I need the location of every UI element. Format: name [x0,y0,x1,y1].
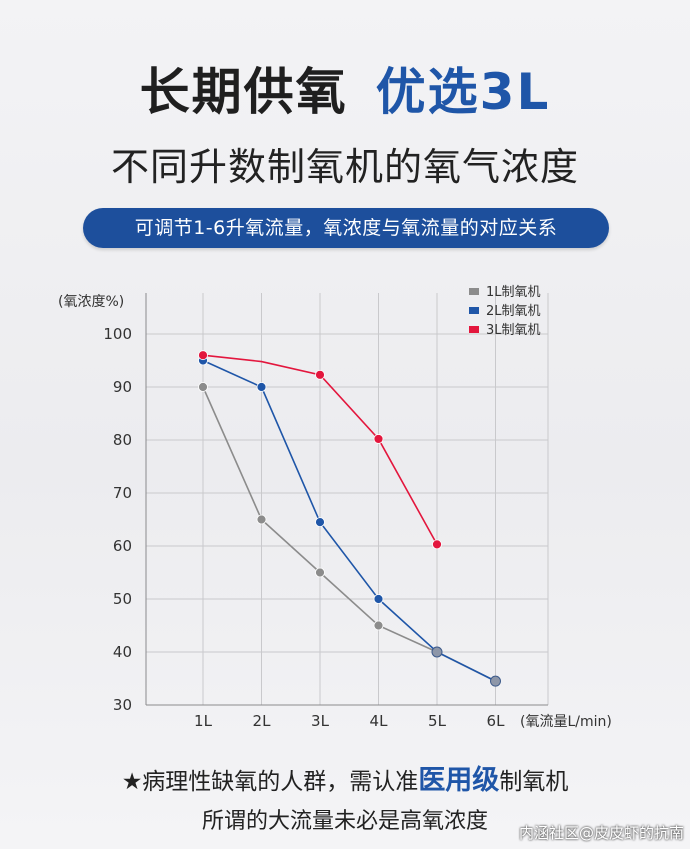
y-tick-label: 70 [113,484,132,502]
legend-label: 2L制氧机 [486,304,541,319]
x-axis-label: (氧流量L/min) [520,714,612,730]
y-tick-label: 40 [113,643,132,661]
chart-legend: 1L制氧机 2L制氧机 3L制氧机 [469,285,541,338]
chart-axes: 30 40 50 60 70 80 90 100 1L 2L 3L 4L 5L 6L [103,293,505,730]
series-line [202,386,496,682]
data-point [256,382,267,392]
note-line-2: 所谓的大流量未必是高氧浓度 [201,809,488,834]
subtitle: 不同升数制氧机的氧气浓度 [110,145,579,189]
data-point [198,350,208,361]
legend-swatch [469,326,479,333]
y-tick-label: 90 [113,378,132,396]
legend-swatch [469,307,479,314]
x-tick-label: 4L [370,712,389,730]
headline-main: 长期供氧 [139,63,348,121]
note-line-1: ★病理性缺氧的人群，需认准医用级制氧机 [0,758,690,797]
data-point [315,369,325,380]
data-point [256,514,267,525]
data-point [431,646,443,658]
data-point [315,517,325,528]
y-tick-label: 100 [103,325,132,343]
note-emphasis: 医用级 [418,765,500,796]
data-point [315,567,325,578]
headline: 长期供氧 优选3L [0,52,690,124]
y-tick-label: 30 [113,696,132,714]
legend-swatch [469,288,479,295]
data-point [373,620,384,631]
note-suffix: 制氧机 [499,769,569,795]
y-axis-label: (氧浓度%) [58,294,124,310]
x-tick-label: 3L [311,712,330,730]
legend-label: 1L制氧机 [486,285,541,300]
data-point [432,539,442,550]
legend-label: 3L制氧机 [486,323,541,338]
y-tick-label: 80 [113,431,132,449]
data-point [198,382,208,392]
data-point [373,594,384,604]
x-tick-label: 6L [487,712,506,730]
data-point [373,434,384,444]
watermark: 内涵社区@皮皮虾的抗南 [518,824,684,842]
x-tick-label: 1L [194,712,213,730]
y-tick-label: 50 [113,590,132,608]
series-line [202,359,496,682]
banner-pill: 可调节1-6升氧流量，氧浓度与氧流量的对应关系 [83,208,609,248]
y-tick-label: 60 [113,537,132,555]
x-tick-label: 2L [253,712,272,730]
note-prefix: ★病理性缺氧的人群，需认准 [121,769,419,795]
chart-series [198,350,501,687]
data-point [490,675,501,687]
headline-highlight: 优选3L [375,63,551,121]
x-tick-label: 5L [428,712,447,730]
